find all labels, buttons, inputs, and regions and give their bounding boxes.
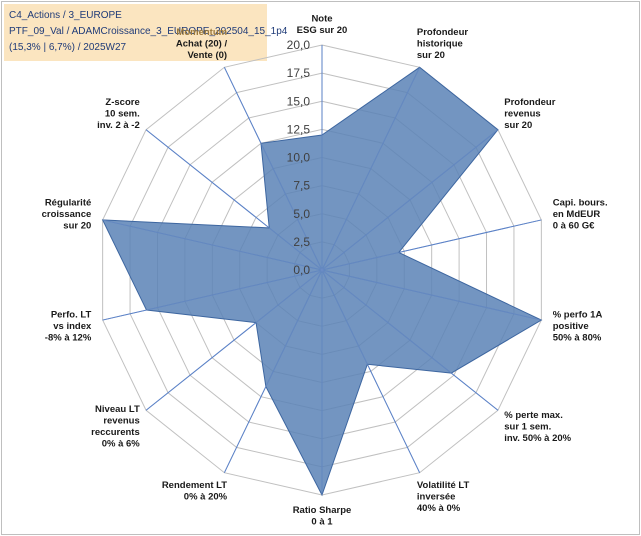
axis-label-line: sur 20 xyxy=(63,221,91,232)
axis-label-line: Capi. bours. xyxy=(553,198,608,209)
radial-tick-label: 12,5 xyxy=(287,122,311,136)
axis-label: Ratio Sharpe 0 à 1 xyxy=(293,505,352,528)
axis-label: Niveau LT revenus reccurents 0% à 6% xyxy=(91,404,140,450)
axis-spoke-overlay xyxy=(321,269,420,473)
axis-label-line: Volatilité LT xyxy=(417,480,470,491)
axis-spoke-overlay xyxy=(321,67,420,271)
radial-tick-label: 2,5 xyxy=(293,235,310,249)
axis-label-line: 10 sem. xyxy=(105,109,140,120)
axis-spoke-overlay xyxy=(224,269,323,473)
axis-label-line: Vente (0) xyxy=(187,50,227,61)
radial-tick-label: 10,0 xyxy=(287,151,311,165)
radial-tick-label: 15,0 xyxy=(287,94,311,108)
axis-label: Capi. bours. en MdEUR 0 à 60 G€ xyxy=(553,198,608,232)
axis-label-line: revenus xyxy=(504,109,540,120)
axis-label-line: Ratio Sharpe xyxy=(293,505,352,516)
axis-label-line: % perfo 1A xyxy=(553,309,603,320)
radial-tick-label: 5,0 xyxy=(293,207,310,221)
axis-spoke-overlay xyxy=(321,269,542,321)
axis-label-line: Perfo. LT xyxy=(51,309,92,320)
header-line-1: C4_Actions / 3_EUROPE xyxy=(9,10,122,21)
axis-label-line: Note xyxy=(311,14,332,25)
axis-label-line: inversée xyxy=(417,492,456,503)
axis-label-line: 0 à 60 G€ xyxy=(553,221,595,232)
axis-label-line: inv. 2 à -2 xyxy=(97,120,140,131)
header-line-3: (15,3% | 6,7%) / 2025W27 xyxy=(9,42,127,53)
axis-label-line: sur 20 xyxy=(504,120,532,131)
axis-label-line: 50% à 80% xyxy=(553,332,602,343)
axis-spoke-overlay xyxy=(321,219,542,271)
axis-label: Z-score 10 sem. inv. 2 à -2 xyxy=(97,97,140,131)
axis-label-line: Niveau LT xyxy=(95,404,140,415)
axis-label-line: Profondeur xyxy=(417,27,468,38)
axis-label-line: -8% à 12% xyxy=(45,332,92,343)
axis-label-line: en MdEUR xyxy=(553,209,601,220)
axis-label-line: inv. 50% à 20% xyxy=(504,433,571,444)
axis-spoke-overlay xyxy=(145,129,323,271)
header-line-2: PTF_09_Val / ADAMCroissance_3_EUROPE_202… xyxy=(9,26,288,37)
axis-label: % perte max. sur 1 sem. inv. 50% à 20% xyxy=(504,410,571,444)
axis-label-line: % perte max. xyxy=(504,410,563,421)
axis-label-line: 0% à 6% xyxy=(102,439,141,450)
axis-label-line: croissance xyxy=(42,209,92,220)
chart-header-box: C4_Actions / 3_EUROPE PTF_09_Val / ADAMC… xyxy=(4,4,287,61)
axis-spoke-overlay xyxy=(145,269,323,411)
axis-label: % perfo 1A positive 50% à 80% xyxy=(553,309,603,343)
axis-label-line: Momentum xyxy=(176,27,227,38)
axis-label: Rendement LT 0% à 20% xyxy=(162,480,228,503)
axis-label-line: historique xyxy=(417,38,463,49)
axis-label-line: vs index xyxy=(53,321,92,332)
axis-spoke-overlay xyxy=(321,129,499,271)
axis-label-line: positive xyxy=(553,321,589,332)
radial-tick-label: 0,0 xyxy=(293,263,310,277)
axis-label-line: 40% à 0% xyxy=(417,503,461,514)
axis-label: Profondeur historique sur 20 xyxy=(417,27,468,61)
radial-tick-label: 20,0 xyxy=(287,38,311,52)
axis-spoke-overlay xyxy=(224,67,323,271)
axis-label-line: reccurents xyxy=(91,427,140,438)
axis-label: Volatilité LT inversée 40% à 0% xyxy=(417,480,470,514)
axis-label: Perfo. LT vs index -8% à 12% xyxy=(45,309,92,343)
axis-label-line: revenus xyxy=(103,416,139,427)
radial-tick-label: 7,5 xyxy=(293,179,310,193)
axis-label: Note ESG sur 20 xyxy=(297,14,348,37)
axis-label-line: Z-score xyxy=(105,97,139,108)
axis-label-line: Régularité xyxy=(45,198,91,209)
axis-spoke-overlay xyxy=(102,269,323,321)
axis-label: Profondeur revenus sur 20 xyxy=(504,97,555,131)
radial-tick-label: 17,5 xyxy=(287,66,311,80)
axis-label-line: sur 20 xyxy=(417,50,445,61)
axis-label: Régularité croissance sur 20 xyxy=(42,198,92,232)
axis-label-line: Rendement LT xyxy=(162,480,227,491)
axis-spoke-overlay xyxy=(102,219,323,271)
axis-label-line: Achat (20) / xyxy=(176,38,228,49)
axis-label-line: Profondeur xyxy=(504,97,555,108)
axis-label-line: ESG sur 20 xyxy=(297,25,348,36)
axis-spoke-overlay xyxy=(321,269,499,411)
axis-label-line: 0 à 1 xyxy=(311,517,333,528)
axis-label-line: 0% à 20% xyxy=(184,492,228,503)
axis-label-line: sur 1 sem. xyxy=(504,421,551,432)
axis-label: Momentum Achat (20) / Vente (0) xyxy=(176,27,228,61)
